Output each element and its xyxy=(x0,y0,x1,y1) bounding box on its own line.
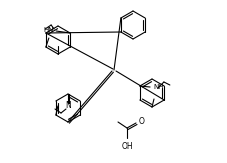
Text: NH: NH xyxy=(152,84,163,90)
Text: O: O xyxy=(138,118,144,126)
Text: HN: HN xyxy=(43,27,54,33)
Text: OH: OH xyxy=(121,142,132,151)
Text: N: N xyxy=(65,102,71,111)
